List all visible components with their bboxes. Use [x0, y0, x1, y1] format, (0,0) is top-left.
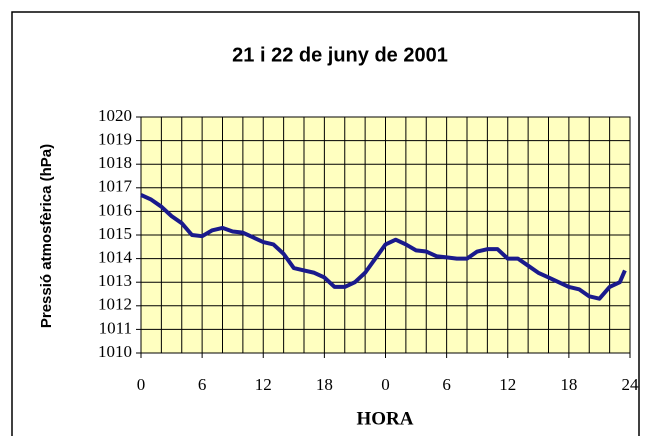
- x-tick-label: 18: [560, 375, 577, 394]
- y-tick-label: 1011: [99, 318, 132, 337]
- x-tick-label: 6: [442, 375, 451, 394]
- data-line: [140, 193, 627, 301]
- y-tick-label: 1013: [98, 271, 132, 290]
- y-tick-label: 1017: [98, 177, 133, 196]
- y-axis-label: Pressió atmosfèrica (hPa): [38, 144, 55, 328]
- y-tick-label: 1020: [98, 106, 132, 125]
- y-tick-label: 1015: [98, 224, 132, 243]
- x-tick-label: 24: [622, 375, 640, 394]
- y-tick-label: 1019: [98, 130, 132, 149]
- x-tick-label: 6: [198, 375, 207, 394]
- x-tick-label: 12: [499, 375, 516, 394]
- y-tick-label: 1018: [98, 153, 132, 172]
- y-tick-label: 1016: [98, 200, 132, 219]
- y-tick-label: 1010: [98, 342, 132, 361]
- x-tick-label: 0: [381, 375, 390, 394]
- x-tick-label: 18: [316, 375, 333, 394]
- x-tick-label: 0: [137, 375, 146, 394]
- y-tick-label: 1014: [98, 248, 133, 267]
- x-axis-label: HORA: [357, 408, 414, 429]
- chart-title: 21 i 22 de juny de 2001: [232, 44, 448, 66]
- x-tick-label: 12: [255, 375, 272, 394]
- y-tick-label: 1012: [98, 295, 132, 314]
